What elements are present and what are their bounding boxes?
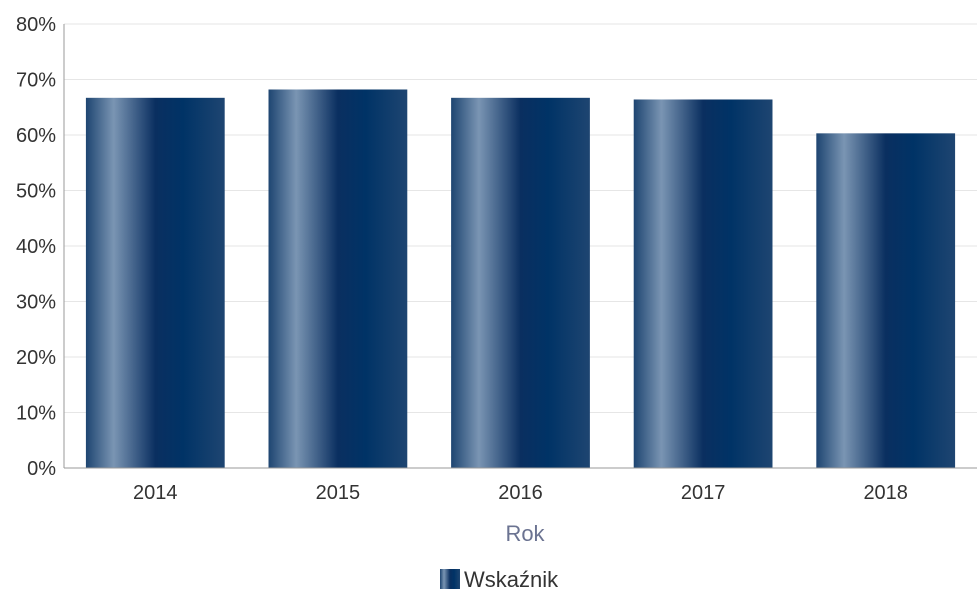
bar-2015[interactable] xyxy=(268,89,408,469)
bar-2014[interactable] xyxy=(85,97,225,468)
bars xyxy=(85,89,956,469)
x-tick-label: 2018 xyxy=(863,482,908,504)
y-axis-ticks: 0% 10% 20% 30% 40% 50% 60% 70% 80% xyxy=(16,14,56,480)
y-tick-label: 80% xyxy=(16,14,56,36)
y-tick-label: 10% xyxy=(16,403,56,425)
y-tick-label: 20% xyxy=(16,347,56,369)
x-tick-label: 2014 xyxy=(133,482,178,504)
y-tick-label: 50% xyxy=(16,181,56,203)
y-tick-label: 40% xyxy=(16,236,56,258)
legend[interactable]: Wskaźnik xyxy=(440,567,559,592)
y-tick-label: 70% xyxy=(16,70,56,92)
bar-2016[interactable] xyxy=(451,97,590,468)
bar-2018[interactable] xyxy=(816,133,956,468)
x-axis-ticks: 2014 2015 2016 2017 2018 xyxy=(133,482,908,504)
legend-label-wskaznik: Wskaźnik xyxy=(464,567,559,592)
x-tick-label: 2015 xyxy=(316,482,361,504)
y-tick-label: 30% xyxy=(16,292,56,314)
x-axis-label: Rok xyxy=(505,521,545,546)
y-tick-label: 60% xyxy=(16,125,56,147)
x-tick-label: 2017 xyxy=(681,482,726,504)
y-tick-label: 0% xyxy=(27,458,56,480)
bar-2017[interactable] xyxy=(633,99,773,468)
x-tick-label: 2016 xyxy=(498,482,543,504)
legend-swatch-wskaznik xyxy=(440,569,460,589)
